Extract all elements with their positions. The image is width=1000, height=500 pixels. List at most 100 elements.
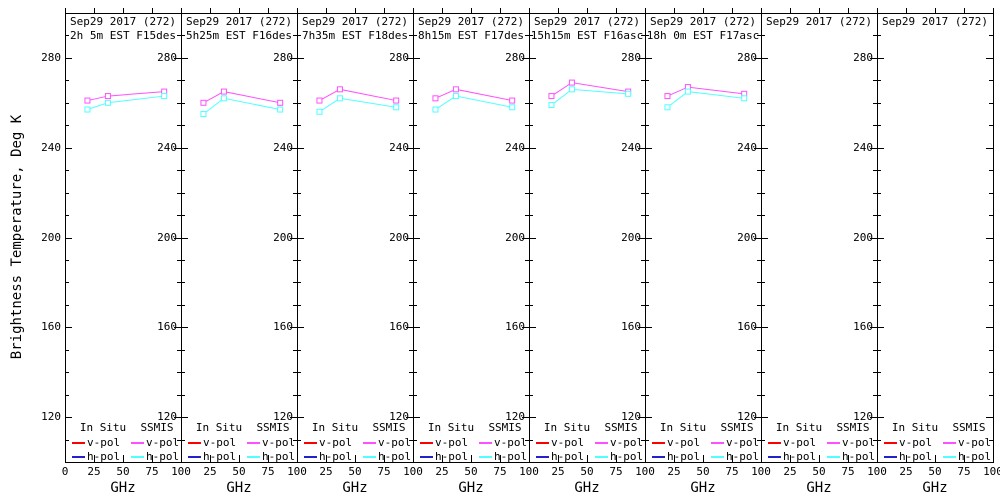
y-tick-label: 160: [157, 320, 177, 333]
x-tick-label: 25: [203, 465, 217, 478]
legend-label: h-pol: [551, 450, 585, 463]
panel-plot-area: [181, 8, 298, 462]
x-tick-label: 100: [635, 465, 655, 478]
panel-2: Sep29 2017 (272) 5h25m EST F16des 280 240 20…: [157, 8, 307, 496]
data-point-marker: [336, 95, 343, 102]
legend-label: v-pol: [667, 436, 701, 449]
legend-ssmis-h-pol-line: [363, 456, 376, 458]
legend-in-situ-h-pol-line: [304, 456, 317, 458]
series-line: [551, 82, 629, 97]
legend-in-situ-h-pol-line: [768, 456, 781, 458]
legend-col-ssmis: SSMIS: [488, 421, 522, 434]
x-axis-unit-label: GHz: [806, 480, 832, 496]
panel-title: Sep29 2017 (272): [302, 15, 408, 28]
y-tick-label: 280: [621, 51, 641, 64]
legend-ssmis-h-pol-line: [711, 456, 724, 458]
series-line: [667, 86, 745, 97]
y-tick-label: 120: [505, 410, 525, 423]
y-tick-label: 160: [853, 320, 873, 333]
legend-label: v-pol: [87, 436, 121, 449]
y-tick-label: 200: [737, 231, 757, 244]
x-tick-label: 50: [116, 465, 130, 478]
legend-label: h-pol: [146, 450, 180, 463]
legend-col-in-situ: In Situ: [427, 421, 475, 434]
x-tick-label: 75: [609, 465, 623, 478]
legend-label: v-pol: [726, 436, 760, 449]
panel-8: Sep29 2017 (272) 280 240 200 160 120 25 50 75 100…: [853, 8, 1000, 496]
legend-label: v-pol: [494, 436, 528, 449]
y-tick-label: 240: [157, 141, 177, 154]
y-tick-label: 200: [389, 231, 409, 244]
legend-label: v-pol: [783, 436, 817, 449]
panel-subtitle: 7h35m EST F18des: [302, 29, 408, 42]
x-axis-unit-label: GHz: [458, 480, 484, 496]
data-point-marker: [277, 99, 284, 106]
legend-label: v-pol: [551, 436, 585, 449]
y-tick-label: 240: [737, 141, 757, 154]
legend-ssmis-v-pol-line: [943, 442, 956, 444]
y-tick-label: 280: [157, 51, 177, 64]
legend-label: v-pol: [842, 436, 876, 449]
x-tick-label: 25: [899, 465, 913, 478]
y-tick-label: 120: [41, 410, 61, 423]
x-tick-label: 25: [435, 465, 449, 478]
series-line: [667, 91, 745, 108]
legend-label: v-pol: [958, 436, 992, 449]
y-tick-label: 280: [737, 51, 757, 64]
legend-label: h-pol: [494, 450, 528, 463]
x-tick-label: 50: [348, 465, 362, 478]
panel-4: Sep29 2017 (272) 8h15m EST F17des 280 240 20…: [389, 8, 539, 496]
y-tick-label: 160: [273, 320, 293, 333]
legend-col-in-situ: In Situ: [195, 421, 243, 434]
legend-ssmis-h-pol-line: [943, 456, 956, 458]
legend-label: h-pol: [958, 450, 992, 463]
y-tick-label: 280: [853, 51, 873, 64]
x-tick-label: 75: [841, 465, 855, 478]
legend-ssmis-h-pol-line: [131, 456, 144, 458]
series-line: [319, 97, 397, 113]
legend-in-situ-h-pol-line: [72, 456, 85, 458]
data-point-marker: [220, 88, 227, 95]
x-axis-unit-label: GHz: [342, 480, 368, 496]
data-point-marker: [277, 106, 284, 113]
legend-label: v-pol: [262, 436, 296, 449]
legend-label: h-pol: [726, 450, 760, 463]
x-tick-label: 100: [171, 465, 191, 478]
panel-1: Sep29 2017 (272) 2h 5m EST F15des 280 240 20…: [41, 8, 191, 496]
panel-subtitle: 5h25m EST F16des: [186, 29, 292, 42]
panel-title: Sep29 2017 (272): [418, 15, 524, 28]
legend-in-situ-h-pol-line: [884, 456, 897, 458]
y-tick-label: 200: [41, 231, 61, 244]
series-line: [319, 88, 397, 102]
series-line: [551, 88, 629, 106]
legend-col-in-situ: In Situ: [775, 421, 823, 434]
legend-in-situ-v-pol-line: [768, 442, 781, 444]
y-tick-label: 160: [737, 320, 757, 333]
panel-subtitle: 15h15m EST F16asc: [530, 29, 644, 42]
x-axis-unit-label: GHz: [110, 480, 136, 496]
data-point-marker: [200, 111, 207, 118]
legend-label: h-pol: [203, 450, 237, 463]
x-axis-unit-label: GHz: [690, 480, 716, 496]
x-tick-label: 25: [783, 465, 797, 478]
legend-col-ssmis: SSMIS: [952, 421, 986, 434]
data-point-marker: [509, 97, 516, 104]
y-tick-label: 120: [621, 410, 641, 423]
legend-ssmis-h-pol-line: [595, 456, 608, 458]
x-tick-label: 75: [377, 465, 391, 478]
legend-col-ssmis: SSMIS: [372, 421, 406, 434]
y-tick-label: 160: [389, 320, 409, 333]
panel-plot-area: [413, 8, 530, 462]
legend-ssmis-v-pol-line: [131, 442, 144, 444]
y-tick-label: 240: [505, 141, 525, 154]
legend-ssmis-h-pol-line: [479, 456, 492, 458]
panel-title: Sep29 2017 (272): [882, 15, 988, 28]
legend-label: h-pol: [610, 450, 644, 463]
x-tick-label: 50: [232, 465, 246, 478]
y-tick-label: 200: [853, 231, 873, 244]
x-axis-unit-label: GHz: [922, 480, 948, 496]
y-tick-label: 280: [273, 51, 293, 64]
data-point-marker: [84, 97, 91, 104]
x-tick-label: 75: [725, 465, 739, 478]
